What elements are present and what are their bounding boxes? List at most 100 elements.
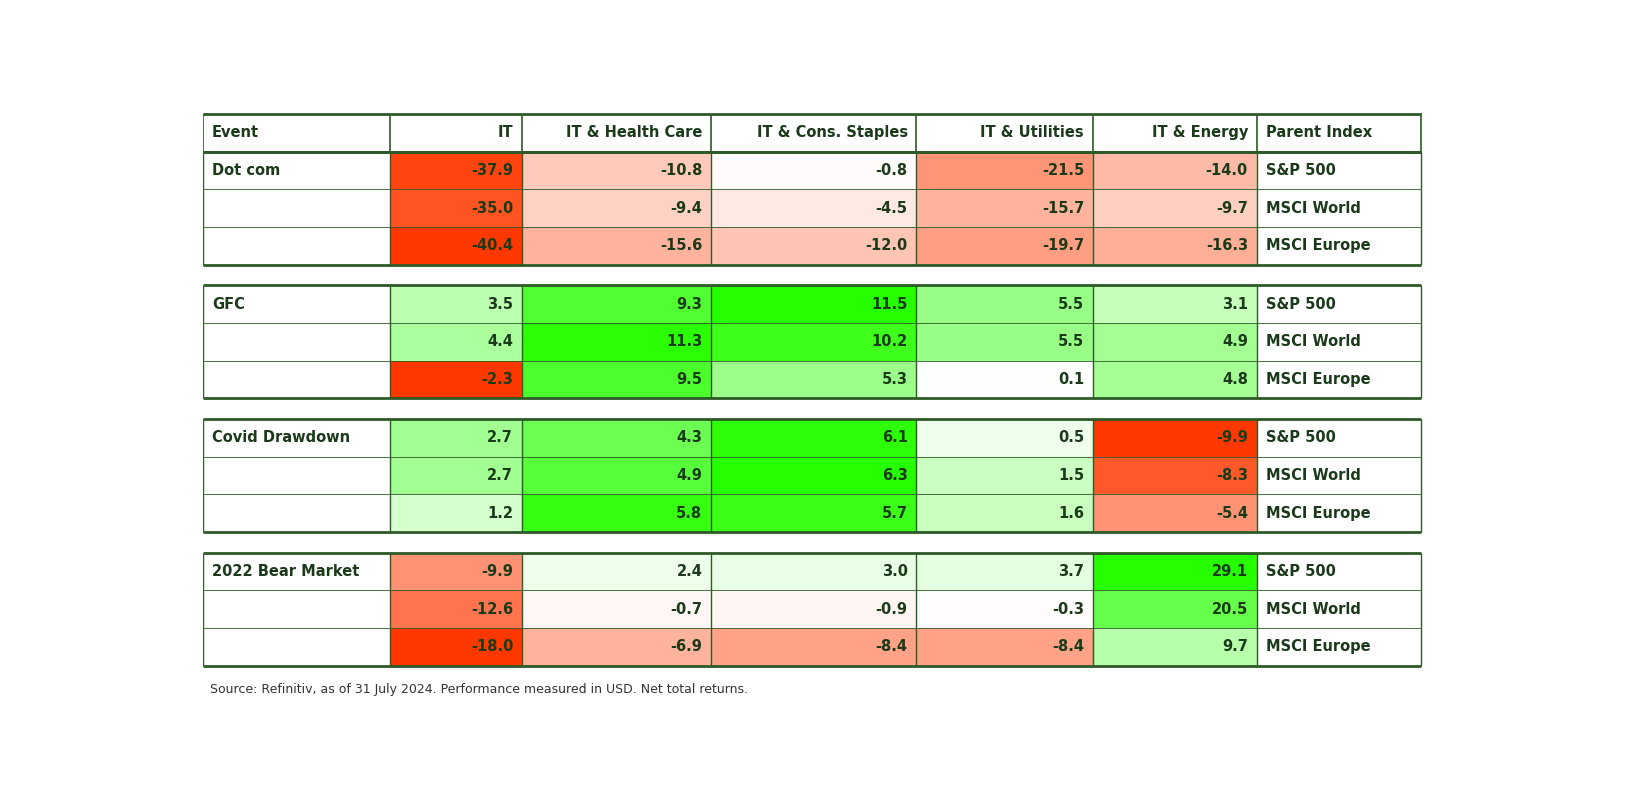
Text: 10.2: 10.2 <box>872 334 907 349</box>
Bar <box>390 189 522 227</box>
Text: IT & Cons. Staples: IT & Cons. Staples <box>756 125 907 140</box>
Text: -15.6: -15.6 <box>660 238 702 253</box>
Bar <box>203 323 390 361</box>
Text: -12.6: -12.6 <box>472 602 514 617</box>
Bar <box>1093 552 1257 590</box>
Bar <box>1093 285 1257 323</box>
Text: -8.3: -8.3 <box>1216 468 1247 483</box>
Bar <box>203 361 390 398</box>
Text: -8.4: -8.4 <box>876 639 907 654</box>
Bar <box>711 552 917 590</box>
Text: 4.3: 4.3 <box>676 430 702 445</box>
Text: 1.2: 1.2 <box>488 505 514 521</box>
Text: 20.5: 20.5 <box>1211 602 1247 617</box>
Bar <box>522 114 711 151</box>
Text: Covid Drawdown: Covid Drawdown <box>211 430 350 445</box>
Bar <box>711 590 917 628</box>
Bar <box>522 189 711 227</box>
Text: IT & Utilities: IT & Utilities <box>980 125 1085 140</box>
Text: 2.7: 2.7 <box>488 430 514 445</box>
Bar <box>390 323 522 361</box>
Text: MSCI Europe: MSCI Europe <box>1265 238 1371 253</box>
Text: -2.3: -2.3 <box>481 372 514 387</box>
Bar <box>203 552 390 590</box>
Text: Dot com: Dot com <box>211 163 280 178</box>
Bar <box>711 494 917 532</box>
Bar <box>1093 114 1257 151</box>
Text: MSCI Europe: MSCI Europe <box>1265 372 1371 387</box>
Text: -0.3: -0.3 <box>1052 602 1085 617</box>
Text: 3.0: 3.0 <box>881 564 907 579</box>
Bar <box>203 151 390 189</box>
Bar <box>1257 361 1421 398</box>
Text: -18.0: -18.0 <box>472 639 514 654</box>
Bar <box>1093 628 1257 665</box>
Text: -15.7: -15.7 <box>1042 201 1085 216</box>
Text: 5.5: 5.5 <box>1059 297 1085 311</box>
Bar <box>1257 227 1421 264</box>
Bar <box>390 419 522 457</box>
Bar <box>1093 494 1257 532</box>
Text: IT & Health Care: IT & Health Care <box>566 125 702 140</box>
Text: -21.5: -21.5 <box>1042 163 1085 178</box>
Text: 3.7: 3.7 <box>1059 564 1085 579</box>
Bar <box>917 628 1093 665</box>
Bar <box>711 227 917 264</box>
Bar <box>522 419 711 457</box>
Bar <box>203 285 390 323</box>
Text: -5.4: -5.4 <box>1216 505 1247 521</box>
Text: MSCI World: MSCI World <box>1265 468 1361 483</box>
Bar <box>917 323 1093 361</box>
Text: 0.1: 0.1 <box>1059 372 1085 387</box>
Text: 5.7: 5.7 <box>881 505 907 521</box>
Text: -35.0: -35.0 <box>472 201 514 216</box>
Bar <box>522 151 711 189</box>
Bar <box>1093 189 1257 227</box>
Bar <box>917 151 1093 189</box>
Bar <box>522 227 711 264</box>
Bar <box>711 151 917 189</box>
Text: 6.3: 6.3 <box>881 468 907 483</box>
Bar <box>390 494 522 532</box>
Text: GFC: GFC <box>211 297 246 311</box>
Bar <box>917 419 1093 457</box>
Text: 3.5: 3.5 <box>488 297 514 311</box>
Text: -9.4: -9.4 <box>670 201 702 216</box>
Bar <box>1093 419 1257 457</box>
Text: 4.9: 4.9 <box>1223 334 1247 349</box>
Text: S&P 500: S&P 500 <box>1265 430 1335 445</box>
Text: 11.5: 11.5 <box>872 297 907 311</box>
Text: 9.5: 9.5 <box>676 372 702 387</box>
Text: 5.3: 5.3 <box>881 372 907 387</box>
Text: -40.4: -40.4 <box>472 238 514 253</box>
Bar <box>203 494 390 532</box>
Text: 29.1: 29.1 <box>1211 564 1247 579</box>
Bar <box>917 285 1093 323</box>
Bar <box>1257 419 1421 457</box>
Bar <box>917 361 1093 398</box>
Bar <box>1257 494 1421 532</box>
Bar <box>1093 227 1257 264</box>
Text: -0.7: -0.7 <box>670 602 702 617</box>
Text: -9.9: -9.9 <box>481 564 514 579</box>
Bar <box>917 189 1093 227</box>
Text: -19.7: -19.7 <box>1042 238 1085 253</box>
Bar <box>711 361 917 398</box>
Text: S&P 500: S&P 500 <box>1265 564 1335 579</box>
Bar <box>390 552 522 590</box>
Bar <box>1093 323 1257 361</box>
Bar <box>203 419 390 457</box>
Bar <box>1093 151 1257 189</box>
Text: 11.3: 11.3 <box>667 334 702 349</box>
Bar <box>1257 590 1421 628</box>
Text: 2022 Bear Market: 2022 Bear Market <box>211 564 359 579</box>
Bar <box>711 628 917 665</box>
Text: 4.4: 4.4 <box>488 334 514 349</box>
Text: -16.3: -16.3 <box>1206 238 1247 253</box>
Bar <box>1257 323 1421 361</box>
Bar <box>390 628 522 665</box>
Text: 9.7: 9.7 <box>1223 639 1247 654</box>
Text: MSCI World: MSCI World <box>1265 602 1361 617</box>
Bar <box>390 590 522 628</box>
Text: S&P 500: S&P 500 <box>1265 163 1335 178</box>
